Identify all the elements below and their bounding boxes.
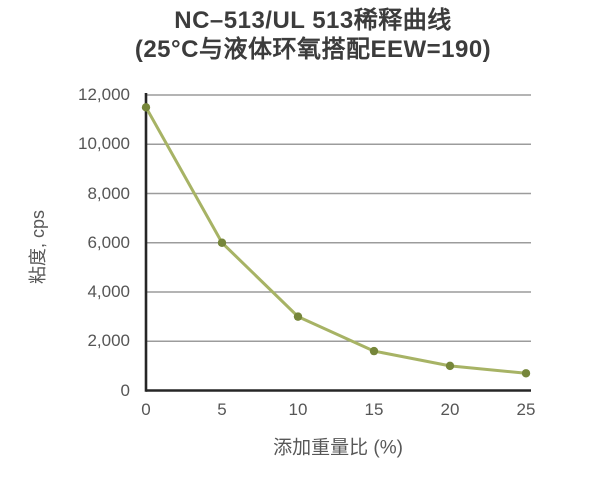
data-point-marker — [445, 361, 455, 371]
x-tick-label: 0 — [141, 400, 151, 419]
series-line — [144, 106, 527, 375]
data-point-marker — [293, 312, 303, 321]
chart-title: NC–513/UL 513稀释曲线 (25°C与液体环氧搭配EEW=190) — [13, 6, 600, 64]
y-tick-label: 8,000 — [87, 183, 130, 203]
chart-title-line1: NC–513/UL 513稀释曲线 — [174, 7, 452, 34]
x-tick-label: 15 — [364, 400, 384, 419]
y-tick-label: 2,000 — [87, 331, 130, 351]
x-tick-label: 20 — [440, 400, 460, 419]
y-tick-label: 10,000 — [78, 134, 130, 154]
y-tick-label: 0 — [120, 380, 130, 400]
data-point-marker — [369, 346, 379, 356]
x-tick-label: 25 — [516, 400, 536, 419]
data-point-marker — [217, 238, 227, 247]
chart-title-line2: (25°C与液体环氧搭配EEW=190) — [134, 36, 492, 63]
y-tick-label: 12,000 — [78, 85, 130, 104]
y-tick-label: 6,000 — [87, 232, 130, 252]
x-axis-title: 添加重量比 (%) — [273, 437, 403, 459]
x-tick-label: 5 — [217, 400, 227, 419]
data-point-marker — [521, 369, 531, 378]
y-tick-label: 4,000 — [87, 282, 130, 301]
data-point-marker — [141, 103, 151, 112]
x-tick-label: 10 — [288, 400, 308, 419]
